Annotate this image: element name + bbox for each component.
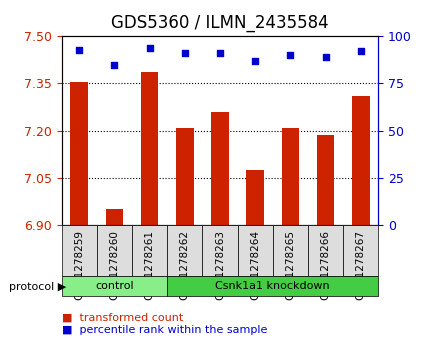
Text: ■  percentile rank within the sample: ■ percentile rank within the sample bbox=[62, 325, 267, 335]
FancyBboxPatch shape bbox=[238, 225, 273, 276]
FancyBboxPatch shape bbox=[132, 225, 167, 276]
Text: GSM1278262: GSM1278262 bbox=[180, 230, 190, 300]
Text: ■  transformed count: ■ transformed count bbox=[62, 313, 183, 323]
Text: GSM1278267: GSM1278267 bbox=[356, 230, 366, 300]
Point bbox=[146, 45, 153, 50]
Bar bbox=[282, 127, 299, 225]
FancyBboxPatch shape bbox=[308, 225, 343, 276]
FancyBboxPatch shape bbox=[167, 225, 202, 276]
FancyBboxPatch shape bbox=[202, 225, 238, 276]
Text: GSM1278259: GSM1278259 bbox=[74, 230, 84, 300]
Point bbox=[322, 54, 329, 60]
Point bbox=[76, 46, 83, 52]
Bar bbox=[246, 170, 264, 225]
FancyBboxPatch shape bbox=[343, 225, 378, 276]
Text: GSM1278260: GSM1278260 bbox=[110, 230, 119, 300]
Point bbox=[181, 50, 188, 56]
Point bbox=[111, 62, 118, 68]
Text: protocol ▶: protocol ▶ bbox=[9, 282, 66, 293]
Bar bbox=[176, 127, 194, 225]
Point bbox=[287, 52, 294, 58]
Text: GSM1278261: GSM1278261 bbox=[145, 230, 154, 300]
Point bbox=[216, 50, 224, 56]
Text: GSM1278265: GSM1278265 bbox=[286, 230, 295, 300]
Bar bbox=[141, 73, 158, 225]
FancyBboxPatch shape bbox=[62, 225, 97, 276]
Bar bbox=[211, 112, 229, 225]
Bar bbox=[106, 209, 123, 225]
Point bbox=[252, 58, 259, 64]
Title: GDS5360 / ILMN_2435584: GDS5360 / ILMN_2435584 bbox=[111, 14, 329, 32]
FancyBboxPatch shape bbox=[97, 225, 132, 276]
FancyBboxPatch shape bbox=[273, 225, 308, 276]
Point bbox=[357, 49, 364, 54]
Bar bbox=[70, 82, 88, 225]
Text: control: control bbox=[95, 281, 134, 291]
Text: Csnk1a1 knockdown: Csnk1a1 knockdown bbox=[216, 281, 330, 291]
Text: GSM1278266: GSM1278266 bbox=[321, 230, 330, 300]
Bar bbox=[317, 135, 334, 225]
Text: GSM1278264: GSM1278264 bbox=[250, 230, 260, 300]
Text: GSM1278263: GSM1278263 bbox=[215, 230, 225, 300]
Bar bbox=[352, 96, 370, 225]
FancyBboxPatch shape bbox=[62, 276, 167, 296]
FancyBboxPatch shape bbox=[167, 276, 378, 296]
